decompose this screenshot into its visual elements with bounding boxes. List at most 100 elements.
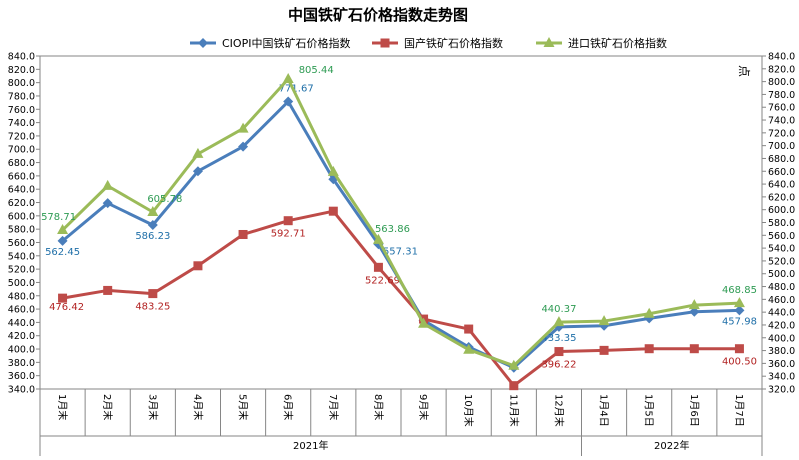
x-tick-label: 3月末: [146, 394, 159, 420]
data-label: 522.69: [365, 275, 400, 286]
data-point-diamond: [198, 38, 208, 48]
data-point-square: [554, 347, 564, 357]
y-tick-label: 560.0: [8, 238, 35, 249]
data-point-triangle: [102, 179, 114, 190]
y2-tick-label: 720.0: [768, 128, 795, 139]
data-point-triangle: [463, 343, 475, 354]
data-label: 805.44: [299, 65, 334, 76]
data-point-triangle: [282, 73, 294, 84]
y-tick-label: 780.0: [8, 91, 35, 102]
legend-label: CIOPI中国铁矿石价格指数: [222, 36, 350, 50]
data-label: 468.85: [722, 285, 757, 296]
data-point-triangle: [147, 205, 159, 216]
data-point-triangle: [643, 307, 655, 318]
data-point-square: [238, 229, 248, 239]
data-point-square: [148, 289, 158, 299]
data-point-diamond: [238, 141, 249, 152]
data-point-diamond: [283, 96, 294, 107]
legend-item: 国产铁矿石价格指数: [372, 36, 503, 50]
year-label: 2022年: [654, 439, 689, 452]
legend: CIOPI中国铁矿石价格指数 国产铁矿石价格指数 进口铁矿石价格指数: [190, 36, 667, 50]
year-label: 2021年: [293, 439, 328, 452]
data-point-triangle: [598, 315, 610, 326]
y-tick-label: 640.0: [8, 185, 35, 196]
y-tick-label: 440.0: [8, 318, 35, 329]
series-line: [61, 77, 740, 368]
y2-tick-label: 640.0: [768, 180, 795, 191]
plot-area: 562.45 586.23 771.67 557.31 433.35 457.98 476.…: [41, 65, 757, 391]
data-point-triangle: [372, 233, 384, 244]
y-tick-label: 840.0: [8, 52, 35, 63]
data-label: 578.71: [41, 212, 76, 223]
data-point-triangle: [733, 297, 745, 308]
data-label: 586.23: [135, 231, 170, 242]
y-tick-label: 380.0: [8, 358, 35, 369]
x-tick-label: 7月末: [327, 394, 340, 420]
x-tick-label: 1月7日: [733, 394, 745, 427]
chart-title: 中国铁矿石价格指数走势图: [288, 6, 468, 24]
y-tick-label: 400.0: [8, 345, 35, 356]
data-label: 771.67: [279, 84, 314, 95]
y-tick-label: 600.0: [8, 211, 35, 222]
right-axis-unit: 点: [737, 65, 751, 77]
x-tick-label: 6月末: [282, 394, 295, 420]
x-tick-label: 12月末: [552, 394, 565, 427]
y-tick-label: 520.0: [8, 265, 35, 276]
data-point-diamond: [147, 220, 158, 231]
data-point-triangle: [57, 224, 69, 235]
data-label: 557.31: [383, 246, 418, 257]
data-point-triangle: [418, 317, 430, 328]
y-tick-label: 660.0: [8, 171, 35, 182]
y-tick-label: 580.0: [8, 225, 35, 236]
y-tick-label: 820.0: [8, 65, 35, 76]
x-tick-label: 10月末: [462, 394, 475, 427]
legend-label: 国产铁矿石价格指数: [404, 36, 503, 50]
data-point-triangle: [543, 37, 555, 47]
y-tick-label: 800.0: [8, 78, 35, 89]
y2-tick-label: 740.0: [768, 116, 795, 127]
data-point-square: [283, 216, 293, 226]
data-point-triangle: [327, 165, 339, 176]
x-tick-label: 9月末: [417, 394, 430, 420]
x-tick-label: 11月末: [507, 394, 520, 427]
data-point-square: [464, 324, 474, 334]
y-tick-label: 700.0: [8, 145, 35, 156]
data-label: 396.22: [541, 360, 576, 371]
y2-tick-label: 600.0: [768, 205, 795, 216]
y2-tick-label: 320.0: [768, 385, 795, 396]
y2-tick-label: 520.0: [768, 256, 795, 267]
y2-tick-label: 340.0: [768, 372, 795, 383]
data-point-square: [103, 285, 113, 295]
y2-tick-label: 540.0: [768, 244, 795, 255]
data-point-triangle: [192, 147, 204, 158]
data-point-diamond: [689, 306, 700, 317]
data-point-square: [599, 345, 609, 355]
y-tick-label: 620.0: [8, 198, 35, 209]
x-tick-label: 2月末: [101, 394, 114, 420]
data-point-square: [328, 206, 338, 216]
legend-label: 进口铁矿石价格指数: [568, 36, 667, 50]
legend-item: CIOPI中国铁矿石价格指数: [190, 36, 350, 50]
series-line: [62, 209, 740, 388]
y-tick-label: 680.0: [8, 158, 35, 169]
data-label: 476.42: [49, 302, 84, 313]
x-tick-label: 5月末: [237, 394, 250, 420]
data-label: 457.98: [722, 316, 757, 327]
y2-tick-label: 700.0: [768, 141, 795, 152]
data-point-diamond: [734, 305, 745, 316]
x-tick-label: 1月6日: [688, 394, 700, 427]
y2-tick-label: 840.0: [768, 52, 795, 63]
y2-tick-label: 620.0: [768, 192, 795, 203]
y2-tick-label: 580.0: [768, 218, 795, 229]
y-tick-label: 480.0: [8, 291, 35, 302]
data-point-square: [373, 262, 383, 272]
data-point-triangle: [688, 299, 700, 310]
y-tick-label: 500.0: [8, 278, 35, 289]
y-tick-label: 460.0: [8, 305, 35, 316]
data-point-diamond: [102, 198, 113, 209]
axes: 340.0360.0380.0400.0420.0440.0460.0480.0…: [8, 52, 795, 456]
data-point-square: [644, 344, 654, 354]
y2-tick-label: 800.0: [768, 77, 795, 88]
